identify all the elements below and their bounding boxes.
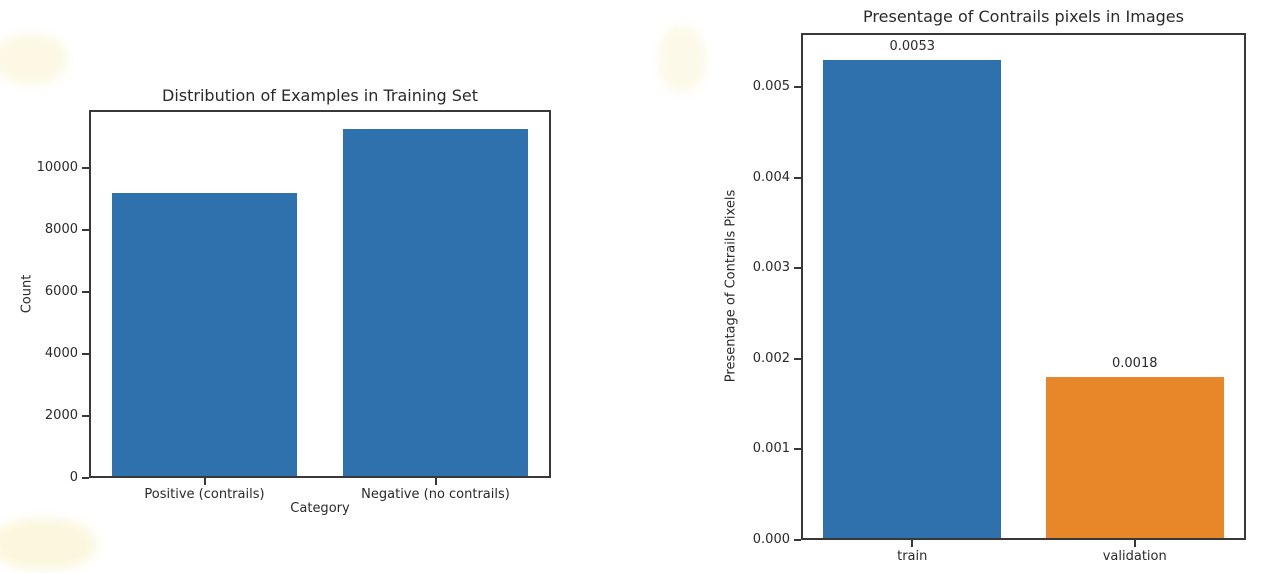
y-tick-label: 2000 [44, 407, 78, 423]
bar-negative-no-contrails [343, 129, 528, 478]
y-tick-mark [82, 166, 89, 169]
x-axis-label: Category [290, 501, 350, 516]
bar-value-label: 0.0018 [1112, 356, 1158, 372]
x-tick-label: Positive (contrails) [144, 487, 265, 502]
chart-title: Distribution of Examples in Training Set [162, 86, 478, 105]
y-tick-label: 0.000 [752, 532, 790, 547]
x-tick-mark [911, 540, 914, 547]
x-tick-label: train [897, 549, 928, 564]
y-tick-label: 0.005 [752, 79, 790, 95]
y-tick-label: 6000 [44, 283, 78, 299]
y-tick-mark [82, 477, 89, 479]
y-tick-mark [82, 228, 89, 231]
y-tick-label: 0.001 [752, 441, 790, 457]
y-tick-mark [82, 352, 89, 355]
y-tick-label: 8000 [44, 221, 78, 237]
y-tick-mark [794, 176, 801, 179]
bar-validation [1045, 377, 1224, 540]
y-tick-mark [794, 267, 801, 270]
bar-positive-contrails [112, 192, 297, 478]
x-tick-label: Negative (no contrails) [361, 487, 510, 502]
x-tick-mark [203, 478, 206, 485]
y-tick-label: 0.004 [752, 169, 790, 185]
y-tick-mark [794, 357, 801, 360]
bar-train [823, 60, 1002, 540]
y-tick-mark [82, 414, 89, 417]
x-tick-mark [434, 478, 437, 485]
y-tick-mark [794, 539, 801, 541]
chart-title: Presentage of Contrails pixels in Images [863, 7, 1184, 26]
y-tick-label: 10000 [36, 159, 78, 175]
y-tick-label: 0.002 [752, 350, 790, 366]
bar-value-label: 0.0053 [889, 39, 936, 55]
y-tick-label: 0.003 [752, 260, 790, 276]
y-tick-mark [794, 86, 801, 89]
y-tick-label: 4000 [44, 345, 78, 361]
y-tick-mark [82, 290, 89, 293]
x-tick-label: validation [1102, 549, 1167, 564]
x-tick-mark [1133, 540, 1136, 547]
y-tick-mark [794, 448, 801, 451]
y-tick-label: 0 [69, 470, 78, 485]
